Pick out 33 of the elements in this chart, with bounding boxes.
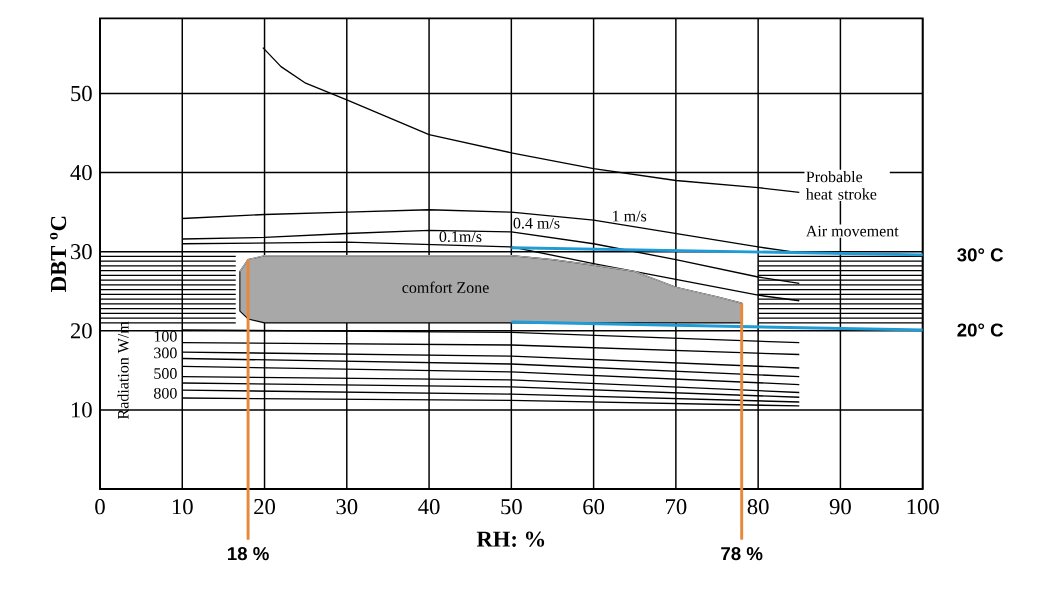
x-tick-label: 10	[172, 499, 193, 515]
annotation: 1 m/s	[613, 210, 647, 222]
x-tick-label: 70	[666, 499, 687, 515]
annotation: 300	[154, 347, 177, 359]
y-axis-title: DBT $^{o}$C	[50, 216, 67, 292]
series-label: 20° C	[957, 323, 1004, 337]
y-tick-label: 20	[70, 323, 92, 339]
x-tick-label: 30	[336, 499, 358, 515]
y-tick-label: 30	[71, 244, 92, 260]
annotation: Air movement	[805, 225, 899, 237]
y-tick-label: 50	[71, 85, 92, 102]
annotation: 500	[154, 368, 177, 379]
annotation: Radiation W/m	[117, 321, 129, 419]
ref-line-label: 18 %	[227, 547, 269, 561]
x-axis-title: RH: %	[476, 531, 545, 547]
y-tick-label: 10	[71, 402, 92, 418]
annotation: Probable heat stroke	[805, 171, 877, 200]
series-label: 30° C	[957, 248, 1004, 262]
ref-line-label: 78 %	[721, 547, 763, 561]
x-tick-label: 20	[254, 499, 276, 515]
x-tick-label: 100	[907, 499, 939, 515]
x-tick-label: 80	[747, 499, 769, 515]
x-tick-label: 60	[583, 499, 605, 515]
annotation: comfort Zone	[402, 281, 489, 293]
x-tick-label: 0	[95, 499, 105, 515]
annotation: 0.4 m/s	[513, 217, 560, 229]
annotation: 100	[154, 330, 177, 342]
x-tick-label: 40	[418, 499, 440, 515]
annotation: 0.1m/s	[439, 231, 482, 243]
x-tick-label: 50	[501, 499, 522, 515]
y-tick-label: 40	[70, 164, 92, 181]
annotation: 800	[153, 387, 177, 399]
x-tick-label: 90	[829, 499, 851, 515]
